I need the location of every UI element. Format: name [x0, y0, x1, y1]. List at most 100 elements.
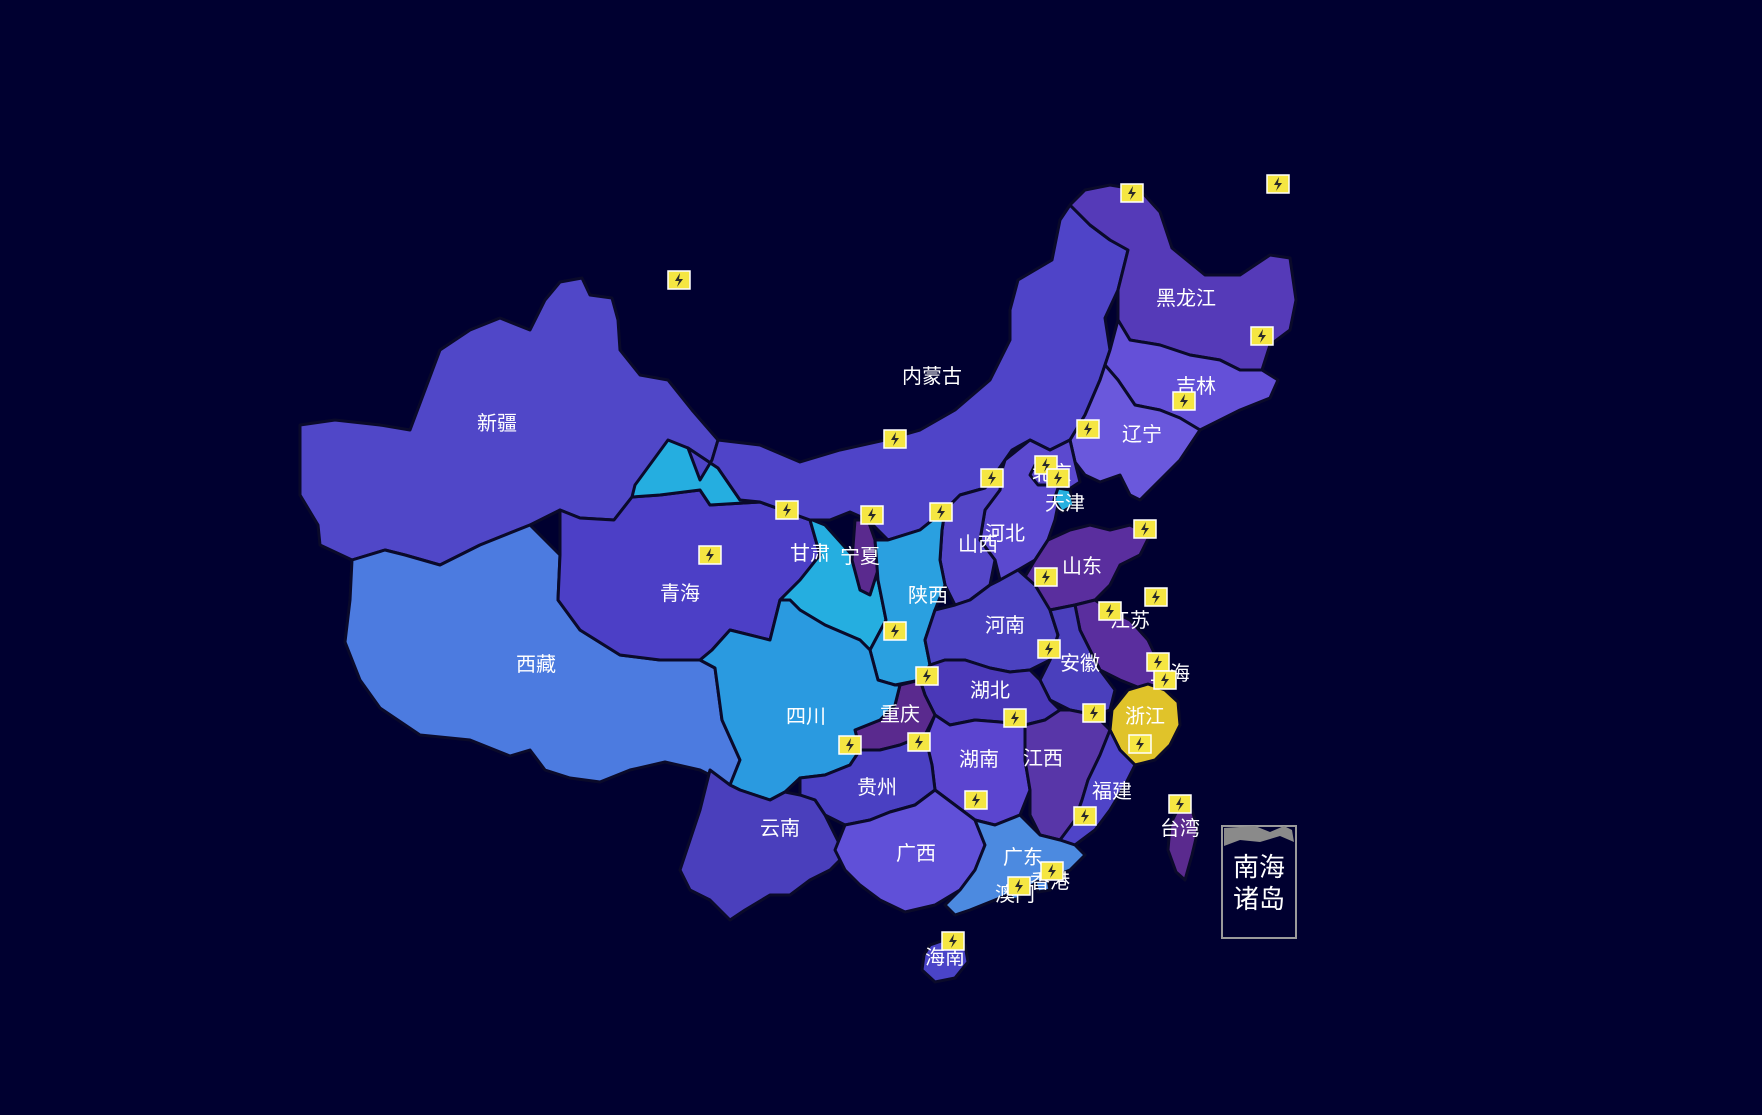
label-guangdong: 广东	[1003, 845, 1043, 869]
lightning-marker[interactable]	[929, 502, 953, 522]
lightning-bolt-icon	[972, 793, 980, 807]
label-hunan: 湖南	[959, 747, 999, 771]
lightning-marker[interactable]	[1003, 708, 1027, 728]
lightning-marker[interactable]	[1082, 703, 1106, 723]
lightning-marker[interactable]	[1073, 806, 1097, 826]
province-taiwan[interactable]	[1166, 803, 1200, 882]
lightning-bolt-icon	[1045, 642, 1053, 656]
label-shandong: 山东	[1062, 554, 1102, 578]
lightning-bolt-icon	[1258, 329, 1266, 343]
label-qinghai: 青海	[660, 581, 700, 605]
lightning-bolt-icon	[891, 624, 899, 638]
lightning-bolt-icon	[675, 273, 683, 287]
lightning-marker[interactable]	[1250, 326, 1274, 346]
lightning-marker[interactable]	[1098, 601, 1122, 621]
lightning-bolt-icon	[915, 735, 923, 749]
lightning-bolt-icon	[1042, 570, 1050, 584]
label-zhejiang: 浙江	[1125, 704, 1165, 728]
label-liaoning: 辽宁	[1122, 422, 1162, 446]
label-hebei: 河北	[985, 521, 1025, 545]
lightning-marker[interactable]	[964, 790, 988, 810]
label-taiwan: 台湾	[1160, 816, 1200, 840]
lightning-marker[interactable]	[1040, 861, 1064, 881]
label-neimenggu: 内蒙古	[902, 364, 962, 388]
lightning-marker[interactable]	[838, 735, 862, 755]
lightning-bolt-icon	[1128, 186, 1136, 200]
south-china-sea-inset: 南海 诸岛	[1221, 825, 1297, 939]
lightning-bolt-icon	[949, 934, 957, 948]
lightning-marker[interactable]	[1007, 876, 1031, 896]
lightning-bolt-icon	[846, 738, 854, 752]
lightning-marker[interactable]	[1144, 587, 1168, 607]
label-yunnan: 云南	[760, 816, 800, 840]
lightning-bolt-icon	[1274, 177, 1282, 191]
lightning-marker[interactable]	[883, 429, 907, 449]
lightning-bolt-icon	[1090, 706, 1098, 720]
lightning-bolt-icon	[783, 503, 791, 517]
province-yunnan[interactable]	[678, 768, 847, 922]
lightning-bolt-icon	[1081, 809, 1089, 823]
lightning-marker[interactable]	[907, 732, 931, 752]
lightning-bolt-icon	[923, 669, 931, 683]
inset-label-line1: 南海	[1233, 853, 1285, 883]
label-anhui: 安徽	[1060, 651, 1100, 675]
label-fujian: 福建	[1092, 779, 1132, 803]
lightning-marker[interactable]	[883, 621, 907, 641]
lightning-bolt-icon	[868, 508, 876, 522]
lightning-marker[interactable]	[915, 666, 939, 686]
lightning-bolt-icon	[706, 548, 714, 562]
inset-frame	[1221, 825, 1297, 939]
lightning-marker[interactable]	[1168, 794, 1192, 814]
lightning-marker[interactable]	[1133, 519, 1157, 539]
lightning-bolt-icon	[1054, 471, 1062, 485]
inset-label-line2: 诸岛	[1233, 885, 1285, 915]
lightning-marker[interactable]	[980, 468, 1004, 488]
label-jiangxi: 江西	[1023, 746, 1063, 770]
label-gansu: 甘肃	[790, 541, 830, 565]
lightning-marker[interactable]	[941, 931, 965, 951]
province-guangdong[interactable]	[943, 813, 1087, 917]
label-guangxi: 广西	[896, 841, 936, 865]
lightning-bolt-icon	[1141, 522, 1149, 536]
lightning-bolt-icon	[937, 505, 945, 519]
lightning-marker[interactable]	[1266, 174, 1290, 194]
lightning-bolt-icon	[1084, 422, 1092, 436]
province-henan[interactable]	[923, 568, 1060, 674]
lightning-bolt-icon	[1011, 711, 1019, 725]
label-xizang: 西藏	[516, 652, 556, 676]
lightning-marker[interactable]	[860, 505, 884, 525]
lightning-marker[interactable]	[1037, 639, 1061, 659]
lightning-marker[interactable]	[1034, 567, 1058, 587]
lightning-bolt-icon	[1106, 604, 1114, 618]
lightning-bolt-icon	[988, 471, 996, 485]
lightning-marker[interactable]	[1128, 734, 1152, 754]
lightning-bolt-icon	[1161, 673, 1169, 687]
lightning-bolt-icon	[1154, 655, 1162, 669]
lightning-marker[interactable]	[775, 500, 799, 520]
province-tianjin[interactable]	[1052, 486, 1076, 514]
lightning-marker[interactable]	[1153, 670, 1177, 690]
provinces-layer	[298, 183, 1298, 984]
lightning-marker[interactable]	[1076, 419, 1100, 439]
lightning-marker[interactable]	[1046, 468, 1070, 488]
label-hubei: 湖北	[970, 678, 1010, 702]
lightning-bolt-icon	[1042, 458, 1050, 472]
labels-layer: 新疆西藏青海甘肃内蒙古黑龙江吉林辽宁北京天津河北山西山东宁夏陕西河南江苏安徽湖北…	[477, 286, 1216, 969]
label-guizhou: 贵州	[857, 775, 897, 799]
label-tianjin: 天津	[1045, 491, 1085, 515]
inset-coastline	[1224, 826, 1294, 846]
lightning-marker[interactable]	[1120, 183, 1144, 203]
markers-layer	[667, 174, 1290, 951]
label-chongqing: 重庆	[880, 702, 920, 726]
label-shanxi: 山西	[958, 532, 998, 556]
label-henan: 河南	[985, 613, 1025, 637]
lightning-bolt-icon	[891, 432, 899, 446]
lightning-marker[interactable]	[698, 545, 722, 565]
lightning-marker[interactable]	[1172, 391, 1196, 411]
lightning-marker[interactable]	[667, 270, 691, 290]
label-shaanxi: 陕西	[908, 583, 948, 607]
province-liaoning[interactable]	[1068, 363, 1202, 502]
lightning-marker[interactable]	[1146, 652, 1170, 672]
